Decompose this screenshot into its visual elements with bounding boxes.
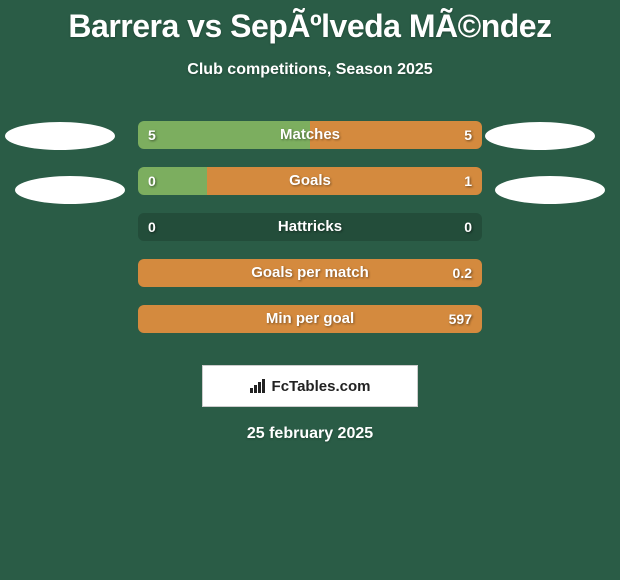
bar-right xyxy=(138,305,482,333)
watermark-box: FcTables.com xyxy=(202,365,418,407)
bar-chart-icon xyxy=(250,379,268,393)
date-label: 25 february 2025 xyxy=(0,425,620,443)
bar-track xyxy=(138,305,482,333)
stat-row: Hattricks00 xyxy=(0,213,620,259)
page-title: Barrera vs SepÃºlveda MÃ©ndez xyxy=(0,0,620,45)
team-logo-placeholder xyxy=(5,122,115,150)
watermark-text: FcTables.com xyxy=(250,378,371,395)
bar-track xyxy=(138,167,482,195)
stat-row: Goals per match0.2 xyxy=(0,259,620,305)
team-logo-placeholder xyxy=(15,176,125,204)
bar-right xyxy=(138,259,482,287)
bar-left xyxy=(138,121,310,149)
bar-track xyxy=(138,213,482,241)
stat-row: Min per goal597 xyxy=(0,305,620,351)
team-logo-placeholder xyxy=(495,176,605,204)
subtitle: Club competitions, Season 2025 xyxy=(0,61,620,79)
bar-left xyxy=(138,167,207,195)
watermark-label: FcTables.com xyxy=(272,378,371,395)
stats-rows: Matches55Goals01Hattricks00Goals per mat… xyxy=(0,121,620,351)
bar-right xyxy=(310,121,482,149)
bar-track xyxy=(138,259,482,287)
team-logo-placeholder xyxy=(485,122,595,150)
bar-right xyxy=(207,167,482,195)
bar-track xyxy=(138,121,482,149)
comparison-infographic: Barrera vs SepÃºlveda MÃ©ndez Club compe… xyxy=(0,0,620,580)
